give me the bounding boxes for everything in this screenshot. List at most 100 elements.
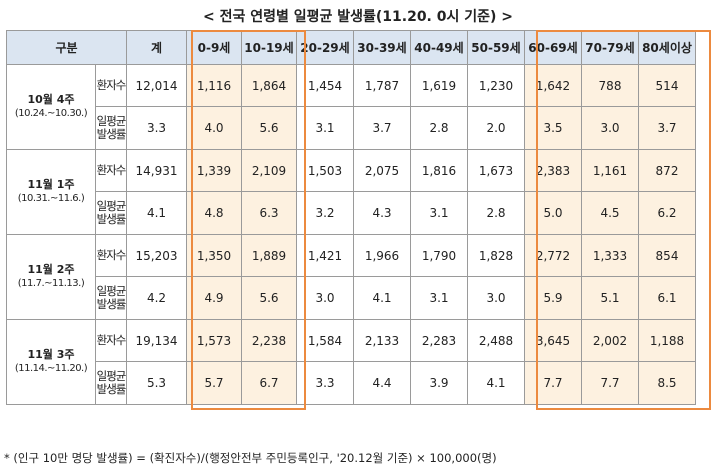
value-cell: 5.9 (524, 276, 582, 320)
period-cell: 11월 3주 (11.14.~11.20.) (6, 319, 96, 405)
age-header: 30-39세 (353, 30, 411, 65)
total-cell: 19,134 (126, 319, 187, 362)
value-cell: 872 (638, 149, 696, 192)
value-cell: 5.1 (581, 276, 639, 320)
age-header: 40-49세 (410, 30, 468, 65)
row-label-patients: 환자수 (95, 149, 127, 192)
value-cell: 6.2 (638, 191, 696, 235)
age-header: 0-9세 (186, 30, 242, 65)
value-cell: 1,421 (296, 234, 354, 277)
value-cell: 4.0 (186, 106, 242, 150)
total-cell: 15,203 (126, 234, 187, 277)
value-cell: 4.3 (353, 191, 411, 235)
value-cell: 1,454 (296, 64, 354, 107)
value-cell: 7.7 (524, 361, 582, 405)
value-cell: 2,238 (241, 319, 297, 362)
total-cell: 14,931 (126, 149, 187, 192)
value-cell: 1,673 (467, 149, 525, 192)
table-row: 11월 2주 (11.7.~11.13.) 환자수 15,203 1,350 1,889 1… (6, 234, 696, 320)
value-cell: 7.7 (581, 361, 639, 405)
row-label-patients: 환자수 (95, 319, 127, 362)
row-label-patients: 환자수 (95, 64, 127, 107)
value-cell: 5.0 (524, 191, 582, 235)
value-cell: 2,002 (581, 319, 639, 362)
table-row: 11월 1주 (10.31.~11.6.) 환자수 14,931 1,339 2,109 1… (6, 149, 696, 235)
age-header: 80세이상 (638, 30, 696, 65)
value-cell: 3,645 (524, 319, 582, 362)
value-cell: 1,333 (581, 234, 639, 277)
period-cell: 10월 4주 (10.24.~10.30.) (6, 64, 96, 150)
value-cell: 4.1 (353, 276, 411, 320)
value-cell: 788 (581, 64, 639, 107)
value-cell: 1,188 (638, 319, 696, 362)
total-cell: 4.2 (126, 276, 187, 320)
table-row: 일평균발생률 4.1 4.8 6.3 3.2 4.3 3.1 2.8 5.0 4.5 6.2 (7, 191, 696, 235)
period-week: 11월 1주 (27, 178, 75, 191)
value-cell: 854 (638, 234, 696, 277)
value-cell: 4.4 (353, 361, 411, 405)
row-label-rate: 일평균발생률 (95, 276, 127, 320)
value-cell: 5.7 (186, 361, 242, 405)
value-cell: 3.1 (410, 191, 468, 235)
value-cell: 2,772 (524, 234, 582, 277)
period-range: (11.14.~11.20.) (14, 363, 88, 374)
value-cell: 3.9 (410, 361, 468, 405)
value-cell: 2.8 (467, 191, 525, 235)
value-cell: 3.3 (296, 361, 354, 405)
value-cell: 3.7 (638, 106, 696, 150)
value-cell: 1,787 (353, 64, 411, 107)
value-cell: 5.6 (241, 106, 297, 150)
table-row: 11월 3주 (11.14.~11.20.) 환자수 19,134 1,573 2,238… (6, 319, 696, 405)
period-range: (10.24.~10.30.) (14, 108, 88, 119)
period-range: (10.31.~11.6.) (17, 193, 85, 204)
total-cell: 12,014 (126, 64, 187, 107)
period-week: 11월 3주 (27, 348, 75, 361)
value-cell: 3.5 (524, 106, 582, 150)
table-title: < 전국 연령별 일평균 발생률(11.20. 0시 기준) > (202, 9, 514, 25)
row-label-rate: 일평균발생률 (95, 106, 127, 150)
period-cell: 11월 2주 (11.7.~11.13.) (6, 234, 96, 320)
total-cell: 4.1 (126, 191, 187, 235)
age-header: 10-19세 (241, 30, 297, 65)
table-row: 일평균발생률 5.3 5.7 6.7 3.3 4.4 3.9 4.1 7.7 7.7 8.5 (7, 361, 696, 405)
value-cell: 2.8 (410, 106, 468, 150)
value-cell: 8.5 (638, 361, 696, 405)
total-header: 계 (126, 30, 187, 65)
age-header: 70-79세 (581, 30, 639, 65)
value-cell: 3.0 (296, 276, 354, 320)
value-cell: 1,642 (524, 64, 582, 107)
value-cell: 2,383 (524, 149, 582, 192)
total-cell: 5.3 (126, 361, 187, 405)
value-cell: 1,503 (296, 149, 354, 192)
value-cell: 5.6 (241, 276, 297, 320)
row-label-rate: 일평균발생률 (95, 361, 127, 405)
table-row: 일평균발생률 3.3 4.0 5.6 3.1 3.7 2.8 2.0 3.5 3.0 3.7 (7, 106, 696, 150)
period-week: 10월 4주 (27, 93, 75, 106)
row-label-patients: 환자수 (95, 234, 127, 277)
period-range: (11.7.~11.13.) (17, 278, 85, 289)
age-incidence-table: 구분 계 0-9세 10-19세 20-29세 30-39세 40-49세 50… (6, 30, 696, 405)
value-cell: 3.0 (467, 276, 525, 320)
value-cell: 2,109 (241, 149, 297, 192)
age-header: 20-29세 (296, 30, 354, 65)
value-cell: 3.1 (410, 276, 468, 320)
total-cell: 3.3 (126, 106, 187, 150)
value-cell: 1,584 (296, 319, 354, 362)
value-cell: 1,864 (241, 64, 297, 107)
value-cell: 1,619 (410, 64, 468, 107)
value-cell: 3.0 (581, 106, 639, 150)
value-cell: 1,116 (186, 64, 242, 107)
period-cell: 11월 1주 (10.31.~11.6.) (6, 149, 96, 235)
row-label-rate: 일평균발생률 (95, 191, 127, 235)
value-cell: 6.7 (241, 361, 297, 405)
value-cell: 2,075 (353, 149, 411, 192)
footnote: * (인구 10만 명당 발생률) = (확진자수)/(행정안전부 주민등록인구… (4, 451, 497, 465)
value-cell: 1,828 (467, 234, 525, 277)
value-cell: 2,488 (467, 319, 525, 362)
value-cell: 1,161 (581, 149, 639, 192)
table-row: 일평균발생률 4.2 4.9 5.6 3.0 4.1 3.1 3.0 5.9 5.1 6.1 (7, 276, 696, 320)
value-cell: 2,283 (410, 319, 468, 362)
value-cell: 1,339 (186, 149, 242, 192)
value-cell: 1,790 (410, 234, 468, 277)
value-cell: 1,889 (241, 234, 297, 277)
